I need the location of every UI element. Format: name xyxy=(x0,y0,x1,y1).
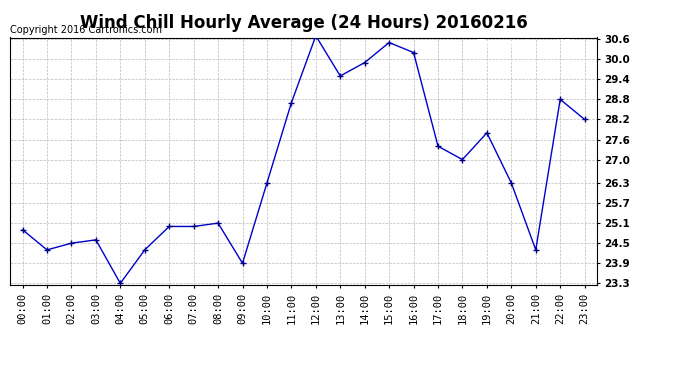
Text: Copyright 2016 Cartronics.com: Copyright 2016 Cartronics.com xyxy=(10,25,162,35)
Title: Wind Chill Hourly Average (24 Hours) 20160216: Wind Chill Hourly Average (24 Hours) 201… xyxy=(80,14,527,32)
